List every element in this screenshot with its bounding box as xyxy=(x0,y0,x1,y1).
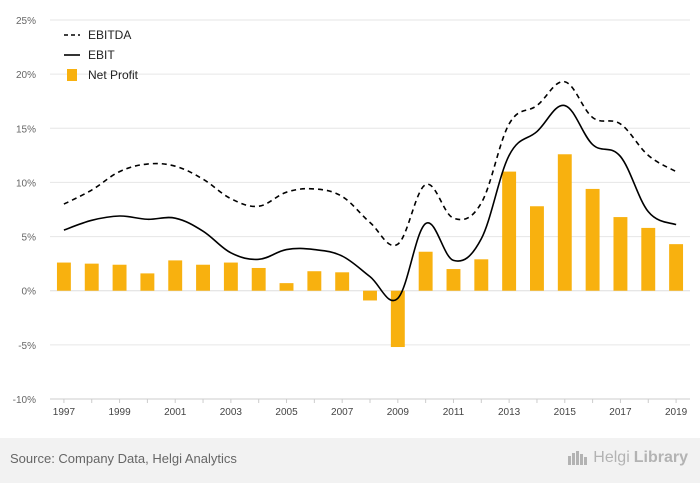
x-tick-label: 2001 xyxy=(164,407,187,418)
x-tick-label: 2013 xyxy=(498,407,521,418)
net-profit-bar xyxy=(669,244,684,291)
legend-symbol-net-profit xyxy=(67,69,77,81)
x-tick-label: 2019 xyxy=(665,407,688,418)
x-axis: 1997 1999 2001 2003 2005 2007 2009 2011 2013 2015… xyxy=(50,398,690,418)
footer: Source: Company Data, Helgi Analytics He… xyxy=(0,438,700,483)
y-tick-label: 25% xyxy=(16,16,36,27)
net-profit-bar xyxy=(418,251,433,291)
net-profit-bar xyxy=(140,273,155,291)
x-tick-label: 2011 xyxy=(443,407,465,418)
ebitda-line xyxy=(63,80,677,247)
y-axis-ticks: 25% 20% 15% 10% 5% 0% -5% -10% xyxy=(13,16,36,406)
x-tick-label: 2003 xyxy=(220,407,243,418)
y-tick-label: -5% xyxy=(18,341,36,352)
brand-logo: Helgi Library xyxy=(567,449,688,467)
legend-label: EBITDA xyxy=(88,28,131,42)
net-profit-bar xyxy=(56,262,71,291)
x-tick-label: 2015 xyxy=(554,407,577,418)
net-profit-bar xyxy=(557,154,572,291)
net-profit-bar xyxy=(223,262,238,291)
legend: EBITDA EBIT Net Profit xyxy=(64,28,139,82)
y-tick-label: 5% xyxy=(22,233,37,244)
x-tick-label: 1999 xyxy=(108,407,131,418)
y-tick-label: 0% xyxy=(22,287,37,298)
brand-name-regular: Helgi xyxy=(593,449,630,466)
y-tick-label: 15% xyxy=(16,124,36,135)
x-tick-label: 2005 xyxy=(275,407,298,418)
net-profit-bar xyxy=(112,264,127,291)
net-profit-bar xyxy=(251,267,266,291)
net-profit-bar xyxy=(641,227,656,291)
net-profit-bar xyxy=(585,188,600,291)
legend-label: Net Profit xyxy=(88,68,139,82)
legend-label: EBIT xyxy=(88,48,115,62)
helgi-library-icon xyxy=(568,451,588,465)
y-tick-label: -10% xyxy=(13,395,36,406)
chart: 25% 20% 15% 10% 5% 0% -5% -10% 1997 1999 2001 2003… xyxy=(13,16,690,418)
x-tick-label: 2007 xyxy=(331,407,354,418)
net-profit-bar xyxy=(307,271,322,291)
net-profit-bar xyxy=(335,272,350,291)
net-profit-bar xyxy=(168,260,183,291)
net-profit-bar xyxy=(363,290,377,301)
series-lines xyxy=(63,80,677,302)
x-tick-label: 2017 xyxy=(609,407,632,418)
source-text: Source: Company Data, Helgi Analytics xyxy=(10,451,237,466)
net-profit-bar xyxy=(613,217,628,291)
ebit-line xyxy=(63,104,677,302)
brand-name-bold: Library xyxy=(633,449,688,466)
y-tick-label: 10% xyxy=(16,178,36,189)
net-profit-bar xyxy=(530,206,544,291)
net-profit-bar xyxy=(84,263,99,291)
x-tick-label: 1997 xyxy=(53,407,76,418)
net-profit-bar xyxy=(446,269,461,291)
net-profit-bar xyxy=(474,259,489,291)
net-profit-bar xyxy=(390,290,405,348)
y-tick-label: 20% xyxy=(16,70,36,81)
x-tick-label: 2009 xyxy=(387,407,410,418)
net-profit-bar xyxy=(196,264,210,291)
net-profit-bars xyxy=(56,154,684,348)
net-profit-bar xyxy=(502,171,517,291)
net-profit-bar xyxy=(279,283,294,291)
